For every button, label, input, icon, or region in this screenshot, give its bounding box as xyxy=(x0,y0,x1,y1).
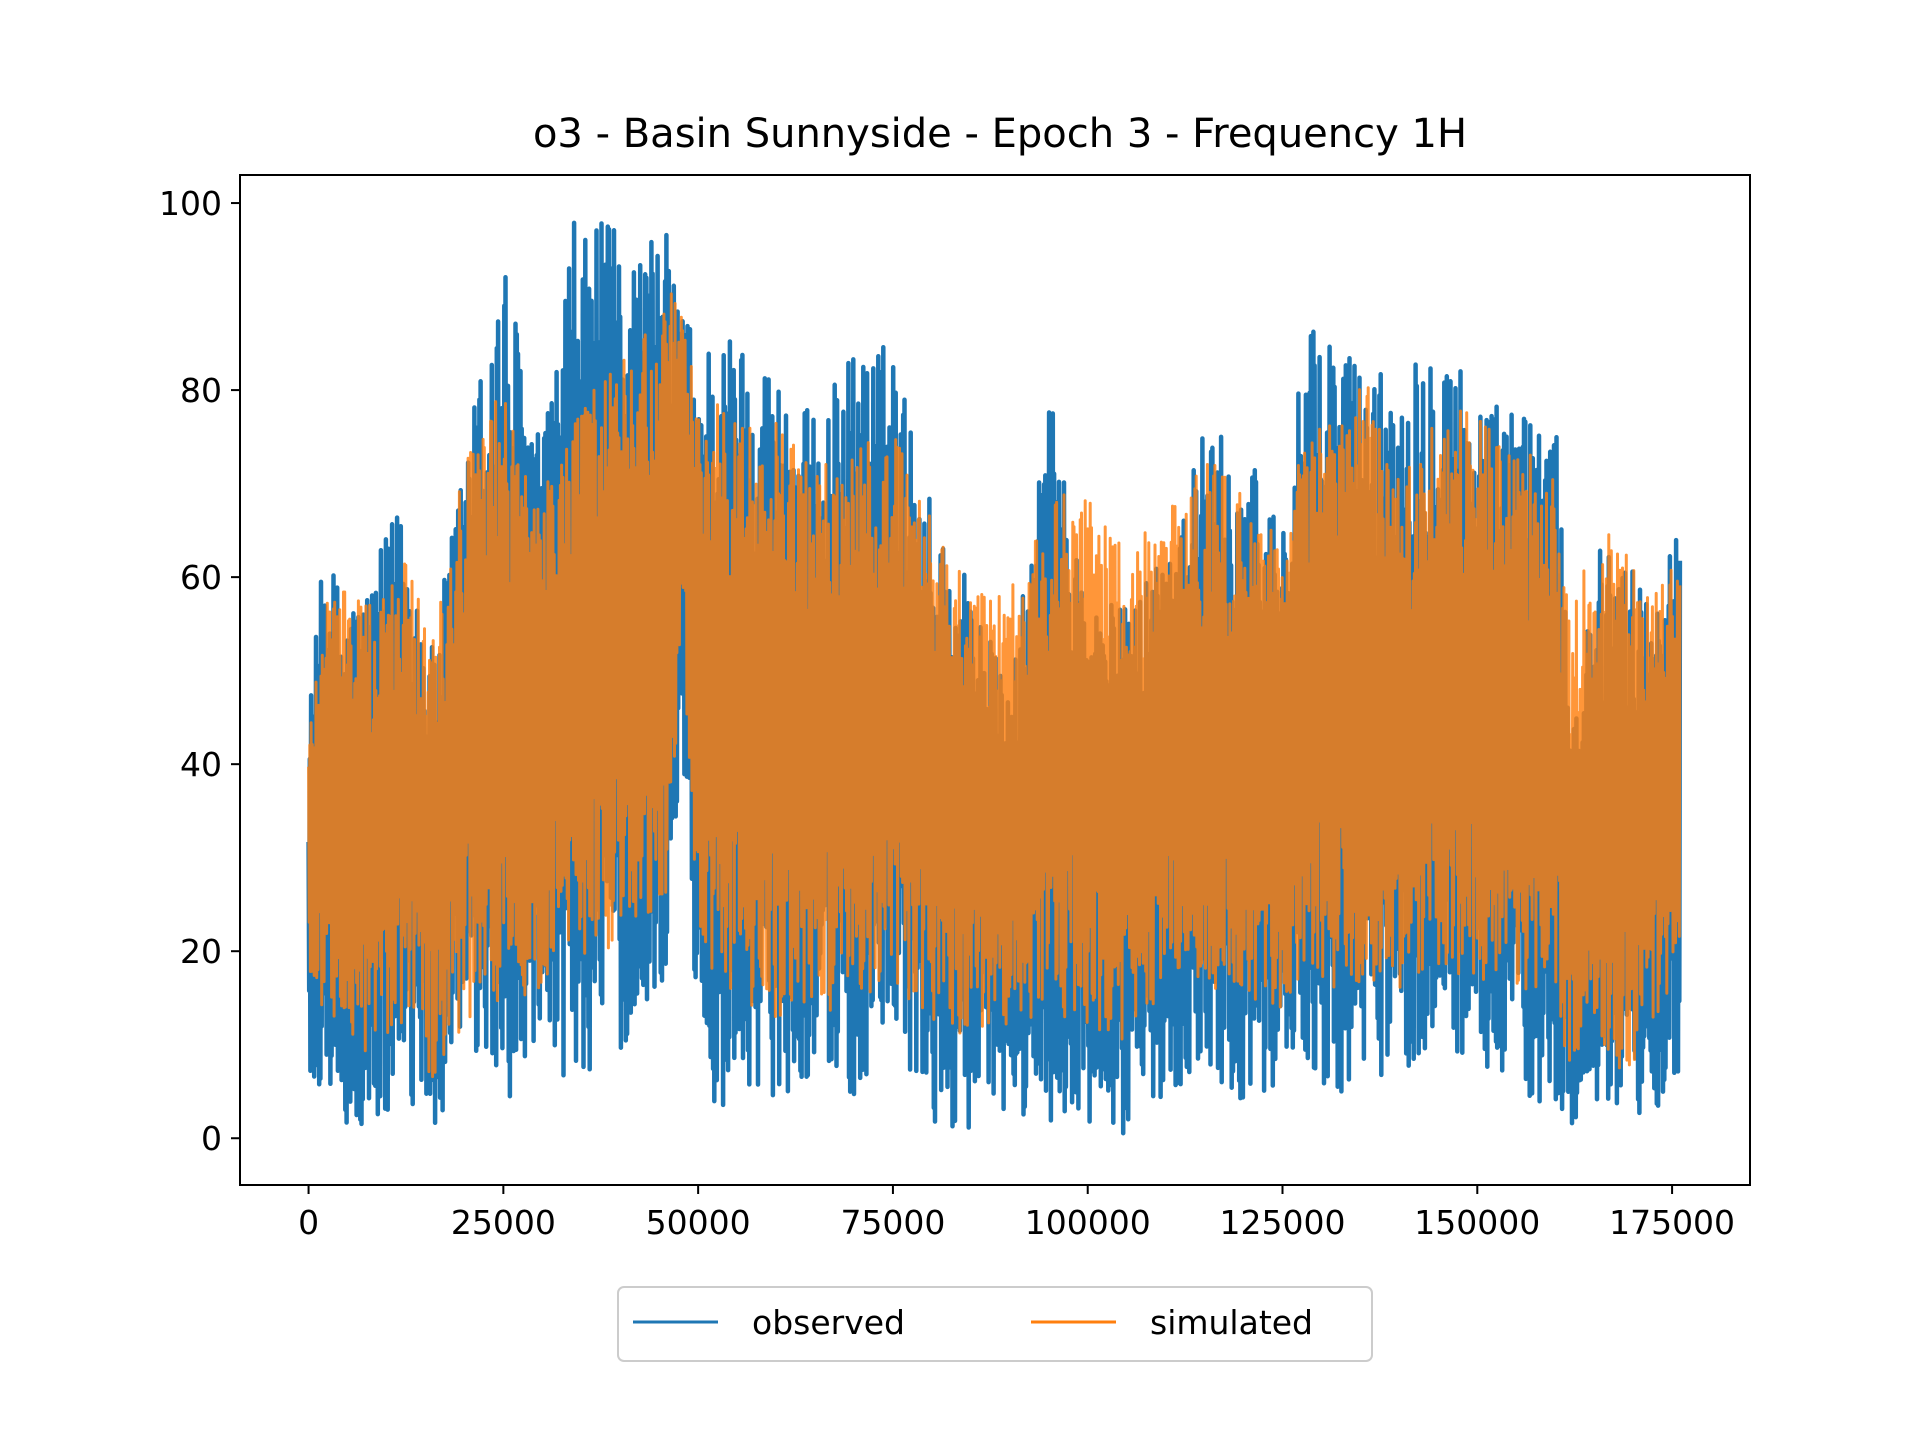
x-tick-label: 150000 xyxy=(1414,1203,1540,1242)
legend: observed simulated xyxy=(617,1286,1373,1362)
y-tick-label: 40 xyxy=(180,745,222,784)
y-tick-label: 100 xyxy=(159,184,222,223)
y-tick-label: 80 xyxy=(180,371,222,410)
y-tick-label: 60 xyxy=(180,558,222,597)
x-tick-label: 125000 xyxy=(1220,1203,1346,1242)
y-tick-label: 20 xyxy=(180,932,222,971)
legend-label-observed: observed xyxy=(752,1303,905,1342)
series-layer xyxy=(306,220,1683,1136)
legend-label-simulated: simulated xyxy=(1150,1303,1313,1342)
chart-title: o3 - Basin Sunnyside - Epoch 3 - Frequen… xyxy=(533,111,1467,157)
legend-box xyxy=(617,1286,1373,1362)
y-axis: 0 20 40 60 80 100 xyxy=(159,184,240,1158)
y-tick-label: 0 xyxy=(201,1119,222,1158)
x-tick-label: 100000 xyxy=(1025,1203,1151,1242)
plot-frame xyxy=(239,174,1751,1186)
x-tick-label: 75000 xyxy=(840,1203,945,1242)
x-tick-label: 175000 xyxy=(1609,1203,1735,1242)
x-tick-label: 25000 xyxy=(451,1203,556,1242)
x-tick-label: 50000 xyxy=(646,1203,751,1242)
x-tick-label: 0 xyxy=(298,1203,319,1242)
x-axis: 0 25000 50000 75000 100000 125000 150000 175000 xyxy=(298,1185,1735,1242)
series-line-simulated xyxy=(307,292,1682,1079)
